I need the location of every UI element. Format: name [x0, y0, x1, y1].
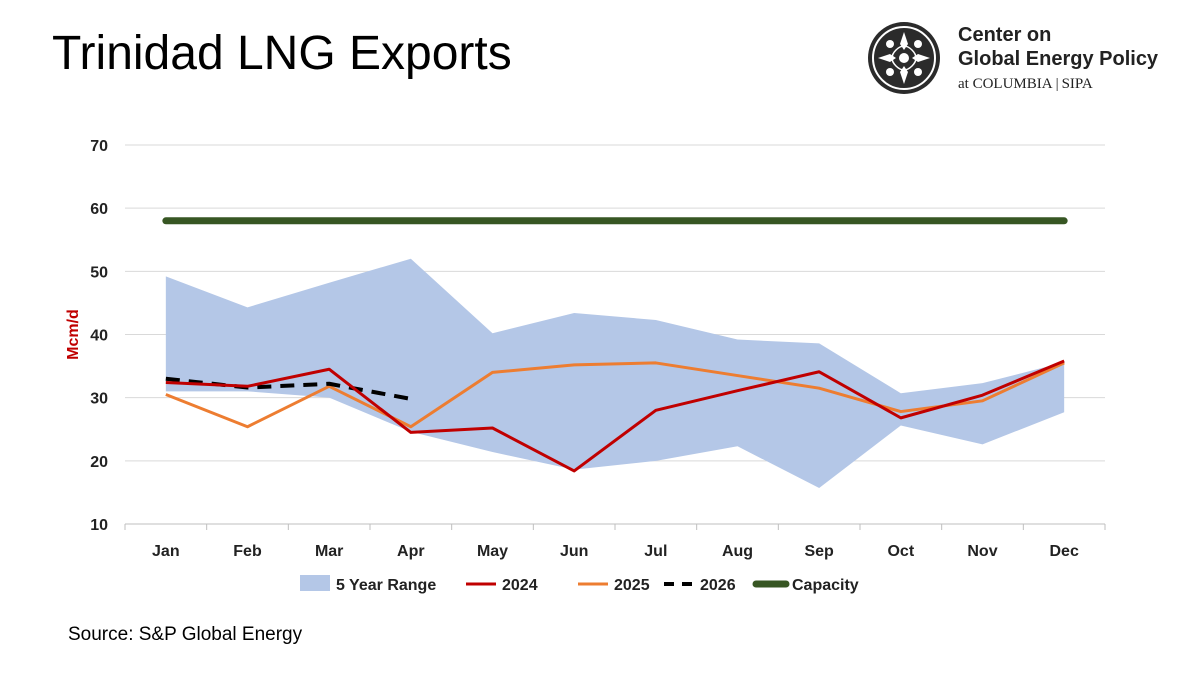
- logo-columbia-text: at COLUMBIA: [958, 76, 1053, 92]
- axis-layer: 10 20 30 40 50 60 70 Jan Feb Mar Apr May Jun Jul Aug Se…: [90, 138, 1106, 560]
- legend-item-capacity: Capacity: [752, 577, 859, 594]
- source-note: Source: S&P Global Energy: [68, 624, 303, 645]
- x-tick-label-dec: Dec: [1049, 543, 1078, 560]
- logo-text-line3: at COLUMBIA | SIPA: [958, 76, 1093, 93]
- y-tick-label: 30: [90, 391, 108, 408]
- x-tick-label-apr: Apr: [397, 543, 425, 560]
- logo-separator: |: [1055, 76, 1059, 92]
- logo-text-line1: Center on: [958, 24, 1052, 46]
- y-axis-label: Mcm/d: [65, 309, 82, 360]
- x-tick-label-jun: Jun: [560, 543, 588, 560]
- y-tick-label: 20: [90, 454, 108, 471]
- legend: 5 Year Range 2024 2025 2026 Capacity: [300, 575, 859, 594]
- legend-swatch: [300, 575, 330, 591]
- columbia-sipa-crown-icon: [868, 22, 940, 94]
- logo-text-line2: Global Energy Policy: [958, 48, 1159, 70]
- y-tick-label: 70: [90, 138, 108, 155]
- y-tick-label: 60: [90, 201, 108, 218]
- series-line-2024: [165, 359, 1065, 473]
- legend-item-2025: 2025: [578, 577, 650, 594]
- legend-label: 5 Year Range: [336, 577, 436, 594]
- y-tick-label: 50: [90, 264, 108, 281]
- legend-item-5-year-range: 5 Year Range: [300, 575, 436, 594]
- legend-label: 2026: [700, 577, 736, 594]
- x-tick-label-mar: Mar: [315, 543, 343, 560]
- x-tick-label-aug: Aug: [722, 543, 753, 560]
- legend-item-2026: 2026: [664, 577, 736, 594]
- logo-sipa-text: SIPA: [1061, 76, 1093, 92]
- series-layer: [162, 217, 1068, 473]
- logo: Center on Global Energy Policy at COLUMB…: [866, 20, 1176, 100]
- page-title: Trinidad LNG Exports: [52, 27, 512, 80]
- legend-item-2024: 2024: [466, 577, 538, 594]
- y-tick-label: 10: [90, 517, 108, 534]
- x-tick-label-sep: Sep: [804, 543, 834, 560]
- x-tick-label-may: May: [477, 543, 508, 560]
- series-area-5-year-range: [165, 258, 1065, 488]
- series-line-2025: [165, 361, 1065, 429]
- y-tick-label: 40: [90, 328, 108, 345]
- legend-label: Capacity: [792, 577, 859, 594]
- x-tick-label-oct: Oct: [887, 543, 914, 560]
- x-tick-label-jul: Jul: [644, 543, 667, 560]
- legend-label: 2024: [502, 577, 538, 594]
- legend-label: 2025: [614, 577, 650, 594]
- x-tick-label-nov: Nov: [967, 543, 997, 560]
- x-tick-label-feb: Feb: [233, 543, 262, 560]
- series-line-2026: [165, 376, 412, 401]
- range-area-layer: [165, 258, 1065, 488]
- x-tick-label-jan: Jan: [152, 543, 180, 560]
